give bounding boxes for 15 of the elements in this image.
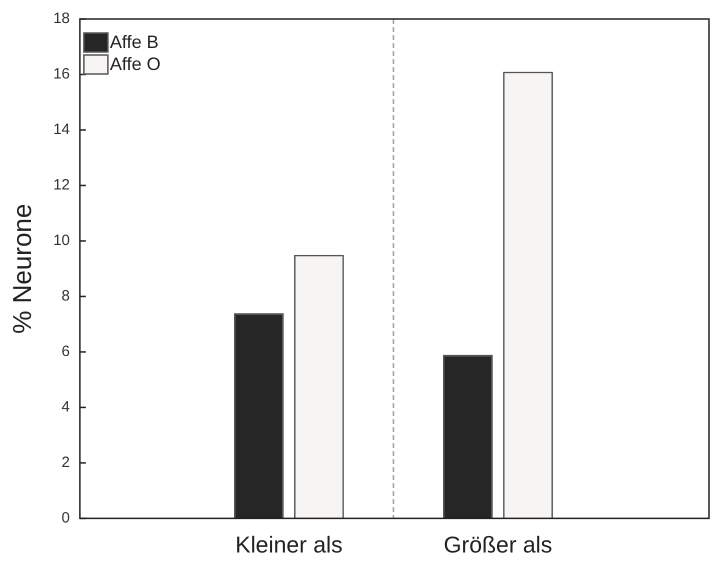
x-tick-label: Größer als <box>444 532 552 558</box>
y-tick-label: 16 <box>53 66 70 83</box>
legend-label: Affe O <box>110 54 161 74</box>
y-tick-label: 12 <box>53 176 70 194</box>
legend-label: Affe B <box>110 32 159 52</box>
y-tick-label: 2 <box>62 454 70 472</box>
y-tick-label: 14 <box>53 121 70 138</box>
x-tick-label: Kleiner als <box>235 532 343 558</box>
y-axis-title: % Neurone <box>6 204 37 334</box>
y-tick-label: 8 <box>62 288 70 305</box>
y-tick-label: 0 <box>62 510 70 527</box>
y-tick-label: 18 <box>53 10 70 28</box>
y-tick-label: 10 <box>53 232 70 250</box>
y-tick-label: 6 <box>62 343 70 360</box>
y-tick-label: 4 <box>62 398 70 416</box>
